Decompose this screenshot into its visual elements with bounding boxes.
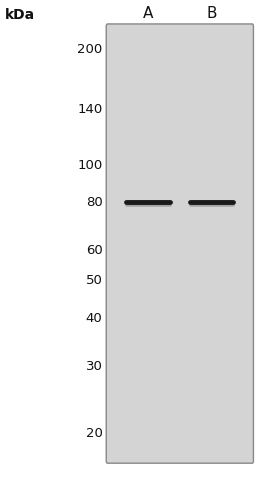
Text: 80: 80	[86, 196, 102, 209]
Text: B: B	[206, 6, 217, 21]
Text: 200: 200	[77, 43, 102, 56]
Text: 50: 50	[86, 274, 102, 287]
FancyBboxPatch shape	[106, 24, 253, 463]
Text: 140: 140	[77, 103, 102, 115]
Text: A: A	[143, 6, 153, 21]
Text: 100: 100	[77, 159, 102, 172]
Text: 20: 20	[86, 427, 102, 440]
Text: 30: 30	[86, 360, 102, 373]
Text: kDa: kDa	[5, 8, 35, 22]
Text: 40: 40	[86, 311, 102, 325]
Text: 60: 60	[86, 244, 102, 257]
